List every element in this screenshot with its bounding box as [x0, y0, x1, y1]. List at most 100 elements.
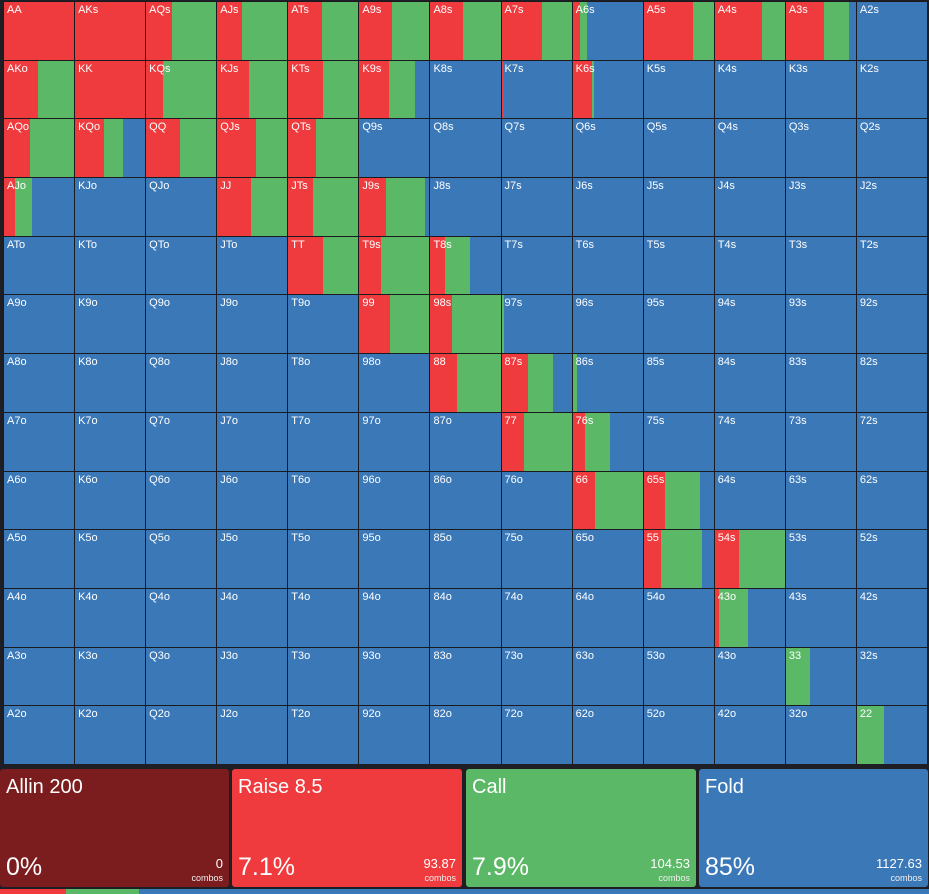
hand-cell-a7s[interactable]: A7s [501, 2, 572, 60]
hand-cell-52s[interactable]: 52s [856, 530, 927, 588]
hand-cell-a8s[interactable]: A8s [430, 2, 501, 60]
hand-cell-83o[interactable]: 83o [430, 647, 501, 706]
hand-cell-j6o[interactable]: J6o [217, 471, 288, 530]
hand-cell-qts[interactable]: QTs [288, 119, 359, 178]
hand-cell-t7s[interactable]: T7s [501, 236, 572, 295]
hand-cell-33[interactable]: 33 [785, 647, 856, 706]
fold-card[interactable]: Fold 85% 1127.63 combos [699, 769, 928, 887]
hand-cell-95o[interactable]: 95o [359, 530, 430, 588]
hand-cell-t5s[interactable]: T5s [643, 236, 714, 295]
allin-card[interactable]: Allin 200 0% 0 combos [0, 769, 229, 887]
hand-cell-t4o[interactable]: T4o [288, 588, 359, 647]
hand-cell-t9o[interactable]: T9o [288, 295, 359, 354]
hand-cell-q9s[interactable]: Q9s [359, 119, 430, 178]
hand-cell-a7o[interactable]: A7o [4, 412, 75, 471]
hand-cell-62s[interactable]: 62s [856, 471, 927, 530]
hand-cell-55[interactable]: 55 [643, 530, 714, 588]
hand-cell-kjo[interactable]: KJo [75, 178, 146, 236]
hand-cell-jts[interactable]: JTs [288, 178, 359, 236]
hand-cell-q2s[interactable]: Q2s [856, 119, 927, 178]
hand-cell-q5s[interactable]: Q5s [643, 119, 714, 178]
hand-cell-j9s[interactable]: J9s [359, 178, 430, 236]
hand-cell-43s[interactable]: 43s [785, 588, 856, 647]
hand-cell-ats[interactable]: ATs [288, 2, 359, 60]
hand-cell-92o[interactable]: 92o [359, 706, 430, 764]
hand-cell-ato[interactable]: ATo [4, 236, 75, 295]
hand-cell-j3s[interactable]: J3s [785, 178, 856, 236]
hand-cell-j8s[interactable]: J8s [430, 178, 501, 236]
hand-cell-kts[interactable]: KTs [288, 60, 359, 119]
hand-cell-82s[interactable]: 82s [856, 354, 927, 412]
hand-cell-a2s[interactable]: A2s [856, 2, 927, 60]
hand-cell-qjo[interactable]: QJo [146, 178, 217, 236]
hand-cell-jj[interactable]: JJ [217, 178, 288, 236]
hand-cell-j8o[interactable]: J8o [217, 354, 288, 412]
hand-cell-j6s[interactable]: J6s [572, 178, 643, 236]
hand-cell-ajo[interactable]: AJo [4, 178, 75, 236]
hand-cell-a5o[interactable]: A5o [4, 530, 75, 588]
hand-cell-k7o[interactable]: K7o [75, 412, 146, 471]
hand-cell-k5s[interactable]: K5s [643, 60, 714, 119]
hand-cell-42s[interactable]: 42s [856, 588, 927, 647]
hand-cell-k4o[interactable]: K4o [75, 588, 146, 647]
hand-cell-k4s[interactable]: K4s [714, 60, 785, 119]
hand-cell-87o[interactable]: 87o [430, 412, 501, 471]
hand-cell-j5s[interactable]: J5s [643, 178, 714, 236]
hand-cell-97o[interactable]: 97o [359, 412, 430, 471]
hand-cell-j2s[interactable]: J2s [856, 178, 927, 236]
hand-cell-94o[interactable]: 94o [359, 588, 430, 647]
hand-cell-53o[interactable]: 53o [643, 647, 714, 706]
hand-cell-63o[interactable]: 63o [572, 647, 643, 706]
hand-cell-84o[interactable]: 84o [430, 588, 501, 647]
hand-cell-t6o[interactable]: T6o [288, 471, 359, 530]
hand-cell-84s[interactable]: 84s [714, 354, 785, 412]
hand-cell-tt[interactable]: TT [288, 236, 359, 295]
hand-cell-86o[interactable]: 86o [430, 471, 501, 530]
hand-cell-88[interactable]: 88 [430, 354, 501, 412]
hand-cell-q3o[interactable]: Q3o [146, 647, 217, 706]
hand-cell-53s[interactable]: 53s [785, 530, 856, 588]
hand-cell-96s[interactable]: 96s [572, 295, 643, 354]
hand-cell-q4o[interactable]: Q4o [146, 588, 217, 647]
hand-cell-q2o[interactable]: Q2o [146, 706, 217, 764]
hand-cell-q7o[interactable]: Q7o [146, 412, 217, 471]
hand-cell-ajs[interactable]: AJs [217, 2, 288, 60]
hand-cell-a2o[interactable]: A2o [4, 706, 75, 764]
hand-cell-k6s[interactable]: K6s [572, 60, 643, 119]
hand-cell-a9o[interactable]: A9o [4, 295, 75, 354]
hand-cell-54s[interactable]: 54s [714, 530, 785, 588]
hand-cell-t4s[interactable]: T4s [714, 236, 785, 295]
hand-cell-q9o[interactable]: Q9o [146, 295, 217, 354]
hand-cell-65s[interactable]: 65s [643, 471, 714, 530]
hand-cell-a4s[interactable]: A4s [714, 2, 785, 60]
hand-cell-64o[interactable]: 64o [572, 588, 643, 647]
hand-cell-j3o[interactable]: J3o [217, 647, 288, 706]
hand-cell-t2s[interactable]: T2s [856, 236, 927, 295]
hand-cell-73s[interactable]: 73s [785, 412, 856, 471]
hand-cell-54o[interactable]: 54o [643, 588, 714, 647]
hand-cell-q6s[interactable]: Q6s [572, 119, 643, 178]
hand-cell-t6s[interactable]: T6s [572, 236, 643, 295]
hand-cell-q7s[interactable]: Q7s [501, 119, 572, 178]
hand-cell-94s[interactable]: 94s [714, 295, 785, 354]
hand-cell-96o[interactable]: 96o [359, 471, 430, 530]
hand-cell-77[interactable]: 77 [501, 412, 572, 471]
hand-cell-42o[interactable]: 42o [714, 706, 785, 764]
hand-cell-qto[interactable]: QTo [146, 236, 217, 295]
hand-cell-k2s[interactable]: K2s [856, 60, 927, 119]
hand-cell-q4s[interactable]: Q4s [714, 119, 785, 178]
hand-cell-72o[interactable]: 72o [501, 706, 572, 764]
hand-cell-65o[interactable]: 65o [572, 530, 643, 588]
hand-cell-j2o[interactable]: J2o [217, 706, 288, 764]
hand-cell-ako[interactable]: AKo [4, 60, 75, 119]
hand-cell-a4o[interactable]: A4o [4, 588, 75, 647]
hand-cell-74s[interactable]: 74s [714, 412, 785, 471]
hand-cell-k2o[interactable]: K2o [75, 706, 146, 764]
hand-cell-43o[interactable]: 43o [714, 647, 785, 706]
hand-cell-j4o[interactable]: J4o [217, 588, 288, 647]
hand-cell-q8o[interactable]: Q8o [146, 354, 217, 412]
hand-cell-t2o[interactable]: T2o [288, 706, 359, 764]
hand-cell-aqo[interactable]: AQo [4, 119, 75, 178]
hand-cell-87s[interactable]: 87s [501, 354, 572, 412]
hand-cell-qq[interactable]: QQ [146, 119, 217, 178]
